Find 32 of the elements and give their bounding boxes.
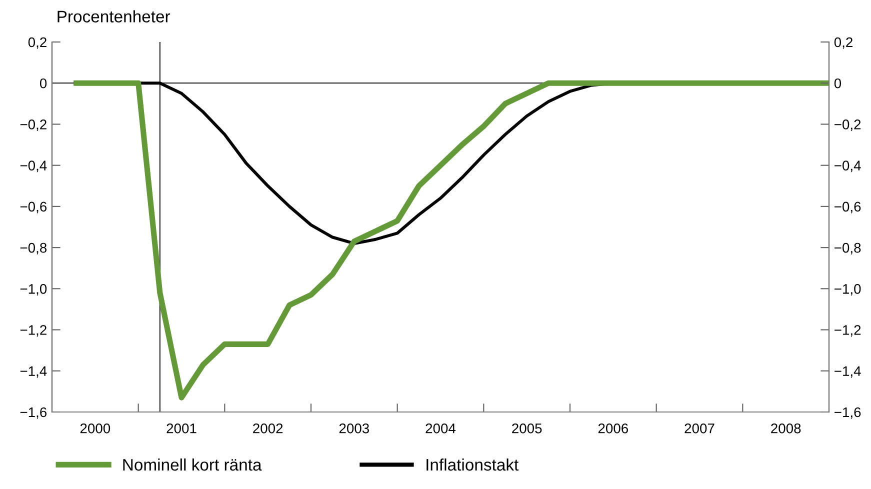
y-tick-label: −0,2 [20,120,46,132]
y2-tick-label: −1,2 [834,325,861,337]
x-tick-label: 2000 [80,423,110,434]
y2-tick-label: 0 [834,78,842,88]
y2-tick-label: −1,6 [834,407,861,419]
x-tick-label: 2001 [166,423,196,434]
y2-tick-label: −1,4 [834,366,861,378]
y-tick-label: −0,6 [20,202,47,214]
legend-label: Inflationstakt [426,458,519,471]
y-tick-label: −0,8 [20,242,47,254]
y-tick-label: −0,4 [20,160,47,172]
legend-label: Nominell kort ränta [123,458,262,471]
y-tick-label: −1,6 [20,407,47,419]
y2-tick-label: −0,2 [834,120,861,132]
x-tick-label: 2007 [684,423,714,434]
x-tick-label: 2005 [512,423,542,434]
y2-tick-label: −0,8 [834,242,861,254]
y-tick-label: −1,2 [20,325,46,337]
y-axis-title: Procentenheter [58,10,170,22]
x-tick-label: 2002 [253,423,283,434]
y2-tick-label: −1,0 [834,284,861,296]
y2-tick-label: 0,2 [834,37,852,49]
x-tick-label: 2003 [339,423,370,434]
y-tick-label: 0 [40,78,47,88]
y2-tick-label: −0,6 [834,202,861,214]
y2-tick-label: −0,4 [834,160,861,172]
y-tick-label: 0,2 [28,37,46,49]
y-tick-label: −1,4 [20,366,47,378]
x-tick-label: 2006 [598,423,628,434]
x-tick-label: 2008 [771,423,801,434]
x-tick-label: 2004 [426,423,456,434]
y-tick-label: −1,0 [20,284,47,296]
